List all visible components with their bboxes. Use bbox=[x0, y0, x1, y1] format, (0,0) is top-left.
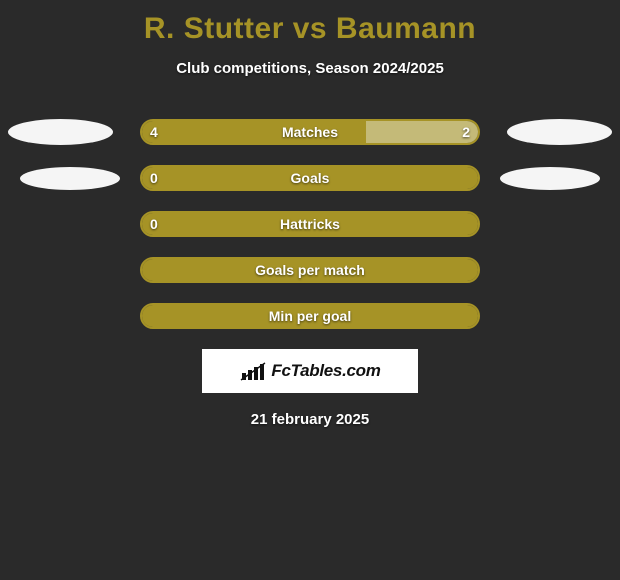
stat-bar bbox=[140, 257, 480, 283]
stat-row: Goals0 bbox=[0, 165, 620, 191]
subtitle: Club competitions, Season 2024/2025 bbox=[0, 60, 620, 77]
stat-bar-right-fill bbox=[366, 121, 478, 143]
logo-bars-icon bbox=[239, 360, 267, 382]
date-line: 21 february 2025 bbox=[0, 411, 620, 428]
stat-bar bbox=[140, 165, 480, 191]
logo-box: FcTables.com bbox=[202, 349, 418, 393]
player-left-ellipse bbox=[20, 167, 120, 190]
stat-bar-left-fill bbox=[142, 259, 478, 281]
stat-bar-left-fill bbox=[142, 305, 478, 327]
player-right-ellipse bbox=[500, 167, 600, 190]
player-left-ellipse bbox=[8, 119, 113, 145]
player-right-ellipse bbox=[507, 119, 612, 145]
page-title: R. Stutter vs Baumann bbox=[0, 0, 620, 46]
stat-row: Hattricks0 bbox=[0, 211, 620, 237]
stat-row: Matches42 bbox=[0, 119, 620, 145]
stat-bar-left-fill bbox=[142, 167, 478, 189]
stat-bar bbox=[140, 119, 480, 145]
stat-bar-left-fill bbox=[142, 213, 478, 235]
stat-bar bbox=[140, 303, 480, 329]
stat-rows: Matches42 Goals0 Hattricks0 Goals per match… bbox=[0, 119, 620, 329]
stat-row: Goals per match bbox=[0, 257, 620, 283]
stat-bar-left-fill bbox=[142, 121, 366, 143]
stat-row: Min per goal bbox=[0, 303, 620, 329]
stat-bar bbox=[140, 211, 480, 237]
comparison-infographic: R. Stutter vs Baumann Club competitions,… bbox=[0, 0, 620, 428]
logo-text: FcTables.com bbox=[271, 361, 380, 381]
